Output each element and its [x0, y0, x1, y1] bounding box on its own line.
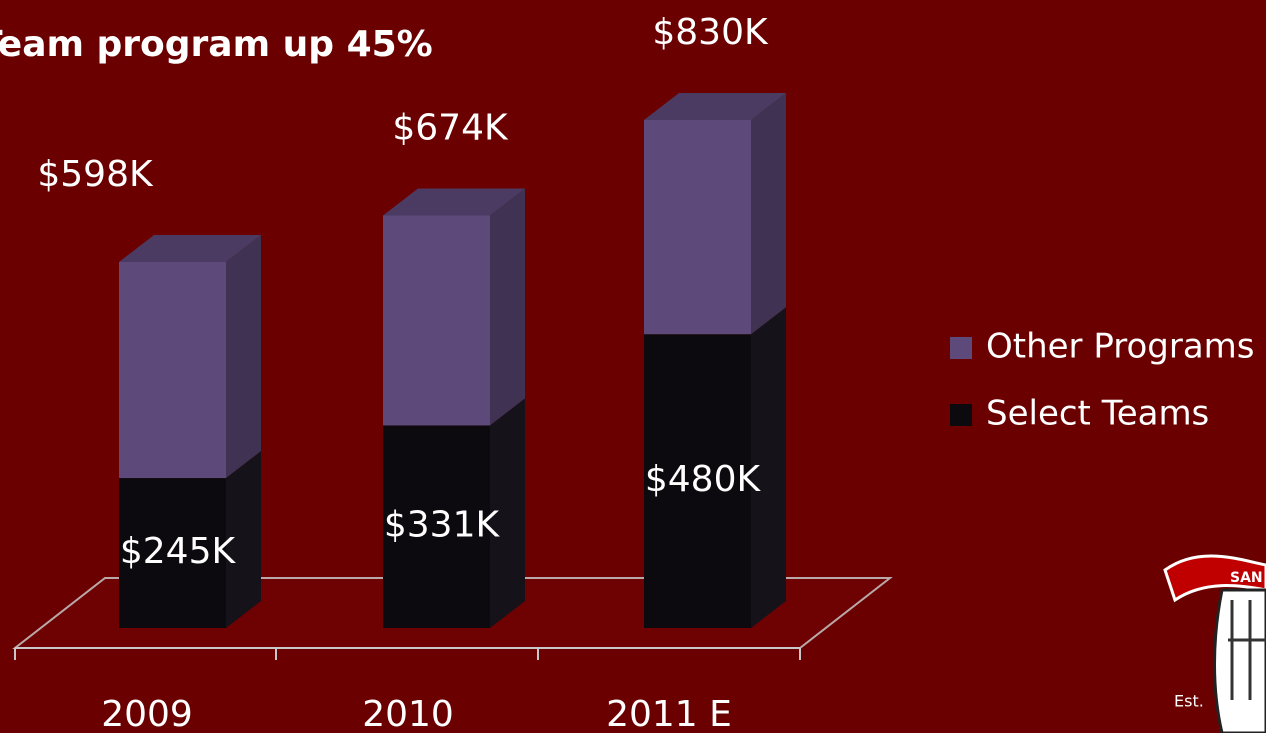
bar-segment	[383, 215, 490, 426]
bar-side	[490, 188, 525, 426]
data-label: $480K	[645, 459, 762, 500]
bar-top	[383, 188, 525, 216]
bar-side	[226, 234, 261, 479]
bar-top	[644, 93, 786, 120]
total-label: $674K	[392, 107, 509, 148]
axis-ticks	[14, 648, 801, 660]
legend-swatch	[950, 337, 972, 359]
total-label: $830K	[652, 12, 769, 53]
bar-segment	[119, 261, 226, 479]
bar-side	[226, 451, 261, 628]
legend-label: Select Teams	[986, 394, 1209, 434]
logo-est: Est.	[1174, 692, 1204, 711]
bar-side	[751, 93, 786, 335]
bar-segment	[644, 334, 751, 628]
bar-segment	[644, 120, 751, 335]
legend-label: Other Programs	[986, 327, 1255, 367]
data-label: $245K	[120, 531, 237, 572]
bar-segment	[119, 478, 226, 628]
total-label: $598K	[37, 154, 154, 195]
x-tick-label: 2009	[101, 694, 193, 733]
logo-banner: SAN	[1230, 570, 1263, 586]
data-label: $331K	[384, 505, 501, 546]
x-tick-label: 2011 E	[606, 694, 732, 733]
chart-title: Team program up 45%	[0, 24, 433, 65]
bar-segment	[383, 425, 490, 628]
bar-side	[751, 307, 786, 628]
logo: SAN Est.	[1163, 554, 1266, 733]
x-tick-label: 2010	[362, 694, 454, 733]
legend-swatch	[950, 404, 972, 426]
bar-top	[119, 234, 261, 262]
bar-side	[490, 398, 525, 628]
